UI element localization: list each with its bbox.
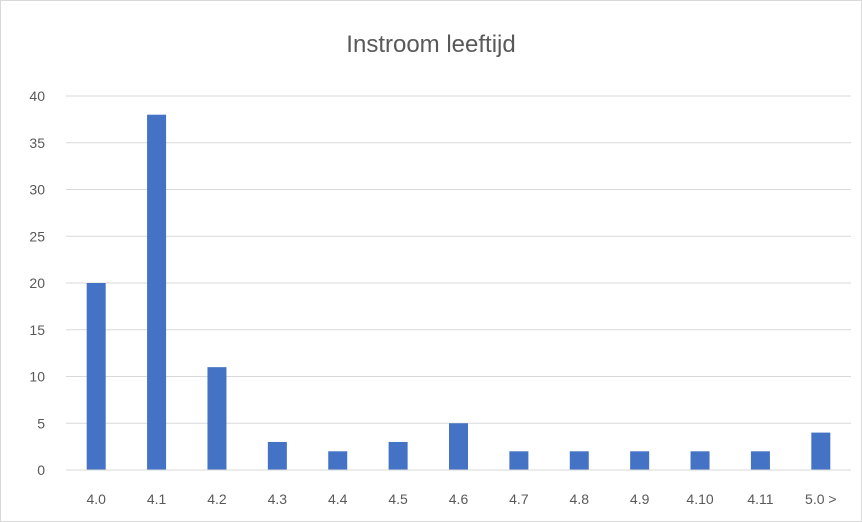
bar bbox=[449, 423, 468, 470]
y-tick-label: 0 bbox=[37, 462, 45, 478]
bar bbox=[811, 432, 831, 470]
gridlines bbox=[66, 95, 851, 424]
x-tick-label: 5.0 > bbox=[805, 491, 837, 507]
x-tick-label: 4.6 bbox=[449, 491, 469, 507]
bars bbox=[86, 114, 831, 470]
x-tick-label: 4.10 bbox=[686, 491, 713, 507]
y-tick-label: 5 bbox=[37, 415, 45, 431]
y-tick-label: 20 bbox=[29, 275, 45, 291]
bar bbox=[328, 451, 348, 470]
bar bbox=[630, 451, 650, 470]
y-tick-label: 30 bbox=[29, 182, 45, 198]
y-tick-label: 25 bbox=[29, 228, 45, 244]
bar bbox=[267, 441, 287, 470]
x-tick-label: 4.3 bbox=[268, 491, 288, 507]
bar bbox=[750, 451, 770, 470]
bar bbox=[569, 451, 589, 470]
bar bbox=[147, 114, 167, 470]
x-tick-label: 4.1 bbox=[147, 491, 167, 507]
x-tick-label: 4.0 bbox=[86, 491, 106, 507]
y-tick-label: 15 bbox=[29, 322, 45, 338]
x-tick-label: 4.9 bbox=[630, 491, 650, 507]
y-tick-label: 35 bbox=[29, 135, 45, 151]
x-tick-label: 4.11 bbox=[747, 491, 773, 507]
x-tick-label: 4.5 bbox=[388, 491, 408, 507]
y-tick-label: 10 bbox=[29, 369, 45, 385]
x-tick-label: 4.4 bbox=[328, 491, 348, 507]
bar bbox=[690, 451, 710, 470]
x-tick-label: 4.8 bbox=[570, 491, 590, 507]
x-tick-label: 4.2 bbox=[207, 491, 227, 507]
bar bbox=[207, 367, 227, 470]
chart-title: Instroom leeftijd bbox=[346, 31, 516, 58]
x-tick-label: 4.7 bbox=[509, 491, 529, 507]
y-tick-labels: 0 5 10 15 20 25 30 35 40 bbox=[29, 88, 45, 478]
y-tick-label: 40 bbox=[29, 88, 45, 104]
bar bbox=[509, 451, 529, 470]
bar bbox=[388, 441, 408, 470]
bar bbox=[86, 283, 106, 470]
x-tick-labels: 4.0 4.1 4.2 4.3 4.4 4.5 4.6 4.7 4.8 4.9 4.10 4.11 5.… bbox=[86, 491, 836, 507]
